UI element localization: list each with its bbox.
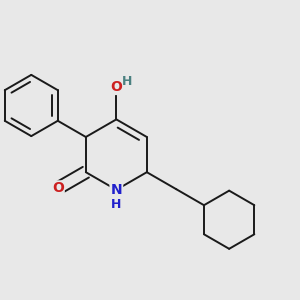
Text: H: H	[111, 198, 122, 211]
Text: H: H	[122, 75, 132, 88]
Text: O: O	[110, 80, 122, 94]
Text: O: O	[52, 182, 64, 195]
Text: N: N	[110, 183, 122, 197]
